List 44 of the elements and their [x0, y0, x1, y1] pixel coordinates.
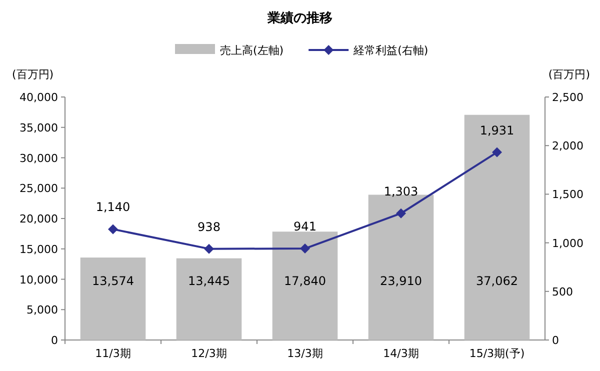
data-label: 941: [294, 220, 316, 234]
x-tick-label: 14/3期: [383, 347, 419, 360]
y2-tick-label: 2,000: [552, 140, 584, 153]
y2-tick-label: 1,000: [552, 236, 584, 250]
x-tick-label: 15/3期(予): [469, 347, 525, 360]
data-label: 1,303: [384, 184, 418, 198]
point: [204, 244, 214, 254]
data-label: 17,840: [284, 274, 326, 288]
y2-tick-label: 500: [552, 285, 573, 298]
y-tick-label: 20,000: [20, 212, 58, 226]
point: [108, 224, 118, 234]
point: [300, 244, 310, 254]
data-label: 1,140: [96, 200, 130, 214]
y2-axis-title: (百万円): [548, 68, 590, 81]
y-tick-label: 40,000: [20, 91, 58, 104]
bar: [272, 232, 338, 340]
bar: [80, 258, 146, 340]
y-tick-label: 30,000: [20, 152, 58, 165]
y-tick-label: 0: [51, 334, 58, 347]
y-tick-label: 25,000: [20, 182, 58, 196]
data-label: 938: [198, 220, 220, 234]
y-tick-label: 35,000: [20, 121, 58, 134]
y2-tick-label: 2,500: [552, 91, 584, 104]
point: [492, 147, 502, 158]
legend-label: 売上高(左軸): [220, 44, 284, 57]
y2-tick-label: 1,500: [552, 188, 584, 202]
data-label: 13,574: [92, 274, 134, 288]
x-tick-label: 13/3期: [287, 347, 323, 360]
y-axis-title: (百万円): [12, 68, 54, 81]
data-label: 1,931: [480, 123, 514, 138]
y-tick-label: 15,000: [20, 242, 58, 256]
point: [396, 208, 406, 218]
bar: [176, 258, 242, 340]
bar: [464, 114, 530, 340]
legend-label: 経常利益(右軸): [352, 44, 428, 57]
x-tick-label: 12/3期: [191, 347, 227, 360]
data-label: 23,910: [380, 274, 422, 288]
data-label: 13,445: [188, 274, 230, 288]
y2-tick-label: 0: [552, 334, 559, 347]
data-label: 37,062: [476, 274, 518, 288]
chart-title: 業績の推移: [266, 11, 332, 26]
y-tick-label: 5,000: [26, 304, 58, 317]
y-tick-label: 10,000: [20, 273, 58, 286]
x-tick-label: 11/3期: [95, 347, 131, 360]
